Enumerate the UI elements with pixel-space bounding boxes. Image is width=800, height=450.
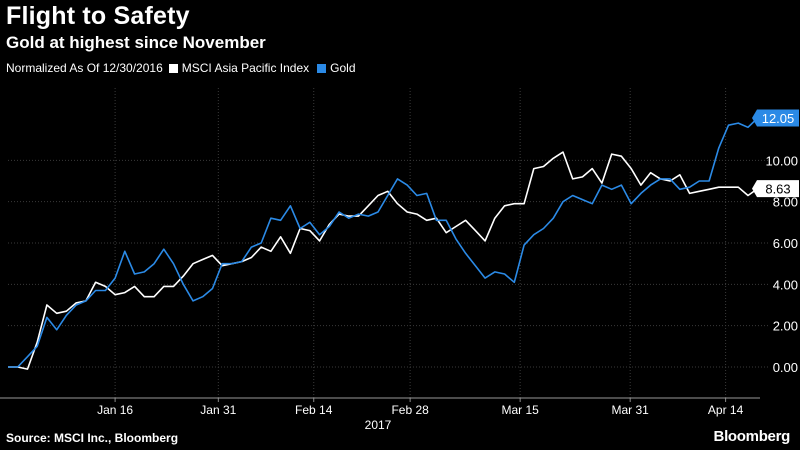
y-tick-label: 0.00 — [773, 360, 798, 375]
y-tick-label: 2.00 — [773, 319, 798, 334]
x-tick-label: Feb 14 — [295, 403, 333, 417]
end-value-callout-msci: 8.63 — [752, 180, 799, 198]
y-tick-label: 10.00 — [765, 153, 798, 168]
x-tick-label: Jan 31 — [200, 403, 236, 417]
x-tick-label: Mar 31 — [612, 403, 650, 417]
series-line-gold — [8, 117, 759, 368]
chart-subtitle: Gold at highest since November — [6, 33, 266, 52]
legend-swatch-gold — [317, 63, 327, 73]
legend-item-msci: MSCI Asia Pacific Index — [168, 61, 310, 75]
x-tick-label: Feb 28 — [391, 403, 429, 417]
legend-item-gold: Gold — [317, 61, 356, 75]
legend-swatch-msci — [168, 63, 178, 73]
chart-title: Flight to Safety — [6, 2, 190, 30]
end-value-label: 12.05 — [762, 111, 795, 126]
bloomberg-logo: Bloomberg — [713, 428, 791, 445]
y-tick-label: 4.00 — [773, 277, 798, 292]
normalized-note: Normalized As Of 12/30/2016 — [6, 61, 163, 75]
x-axis-year-label: 2017 — [365, 418, 392, 432]
end-value-badge — [752, 109, 799, 127]
y-tick-label: 8.00 — [773, 195, 798, 210]
source-note: Source: MSCI Inc., Bloomberg — [6, 431, 179, 445]
end-value-callout-gold: 12.05 — [752, 109, 799, 127]
legend: Normalized As Of 12/30/2016 MSCI Asia Pa… — [6, 61, 364, 75]
series-line-msci — [8, 151, 759, 370]
end-value-label: 8.63 — [765, 182, 790, 197]
x-tick-label: Mar 15 — [501, 403, 539, 417]
legend-label-gold: Gold — [330, 61, 356, 75]
legend-label-msci: MSCI Asia Pacific Index — [181, 61, 310, 75]
end-value-badge — [752, 180, 799, 198]
y-tick-label: 6.00 — [773, 236, 798, 251]
x-tick-label: Apr 14 — [708, 403, 744, 417]
x-tick-label: Jan 16 — [97, 403, 133, 417]
